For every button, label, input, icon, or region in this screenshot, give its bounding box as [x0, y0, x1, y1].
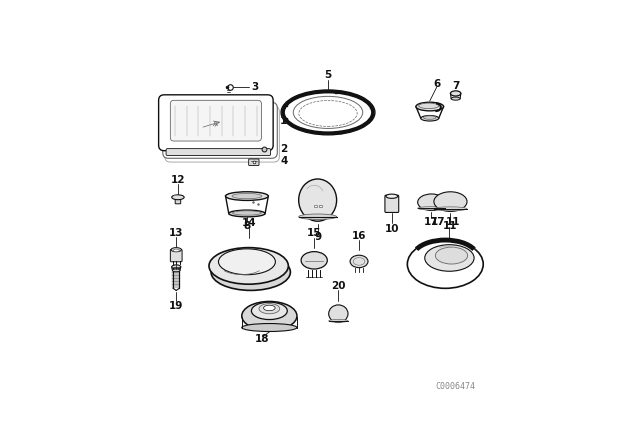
Ellipse shape — [451, 97, 460, 100]
Ellipse shape — [434, 192, 467, 211]
Ellipse shape — [232, 211, 261, 215]
Ellipse shape — [329, 319, 348, 322]
Ellipse shape — [281, 90, 375, 135]
Ellipse shape — [283, 92, 373, 133]
Text: 3: 3 — [251, 82, 258, 92]
Text: 14: 14 — [241, 218, 256, 228]
Text: 11: 11 — [444, 221, 458, 231]
Ellipse shape — [419, 103, 439, 108]
Text: 9: 9 — [314, 233, 321, 242]
Ellipse shape — [209, 248, 289, 284]
Ellipse shape — [232, 194, 262, 199]
Ellipse shape — [329, 305, 348, 323]
FancyBboxPatch shape — [159, 95, 273, 151]
Text: 2: 2 — [280, 144, 287, 154]
Text: 20: 20 — [331, 280, 346, 291]
Ellipse shape — [259, 304, 280, 314]
Ellipse shape — [228, 210, 265, 217]
FancyBboxPatch shape — [165, 106, 280, 162]
Ellipse shape — [386, 194, 397, 198]
Text: C0006474: C0006474 — [436, 382, 476, 391]
Bar — [314, 204, 317, 207]
FancyBboxPatch shape — [163, 103, 277, 158]
Ellipse shape — [418, 194, 445, 211]
Text: 10: 10 — [385, 224, 399, 234]
FancyBboxPatch shape — [166, 149, 271, 155]
Ellipse shape — [418, 207, 445, 210]
Text: 12: 12 — [171, 175, 185, 185]
Ellipse shape — [416, 102, 444, 111]
Ellipse shape — [264, 305, 275, 311]
FancyBboxPatch shape — [249, 159, 259, 165]
Text: 18: 18 — [255, 334, 269, 345]
Text: 17: 17 — [430, 217, 445, 227]
Text: 6: 6 — [433, 79, 440, 89]
FancyBboxPatch shape — [170, 250, 182, 262]
Ellipse shape — [435, 247, 468, 264]
Ellipse shape — [350, 255, 368, 267]
Text: 17: 17 — [424, 217, 439, 227]
FancyBboxPatch shape — [175, 197, 180, 204]
Ellipse shape — [242, 323, 297, 332]
Ellipse shape — [211, 254, 291, 290]
Ellipse shape — [173, 249, 179, 252]
Text: 5: 5 — [324, 70, 332, 80]
Ellipse shape — [299, 179, 337, 221]
FancyBboxPatch shape — [385, 195, 399, 212]
Text: 8: 8 — [243, 221, 250, 231]
Ellipse shape — [242, 302, 297, 331]
Text: A: A — [212, 121, 217, 126]
Text: 4: 4 — [280, 156, 287, 166]
Ellipse shape — [218, 249, 275, 275]
Ellipse shape — [420, 116, 439, 121]
Ellipse shape — [407, 240, 483, 289]
Ellipse shape — [424, 116, 436, 119]
Text: 1: 1 — [280, 116, 287, 126]
Text: 16: 16 — [352, 231, 366, 241]
Text: 13: 13 — [169, 228, 184, 238]
Ellipse shape — [434, 207, 467, 211]
Ellipse shape — [293, 96, 363, 129]
Ellipse shape — [252, 302, 287, 319]
Ellipse shape — [299, 214, 337, 220]
Text: 7: 7 — [452, 81, 460, 91]
Ellipse shape — [171, 248, 181, 252]
Ellipse shape — [425, 245, 474, 271]
Text: 15: 15 — [307, 228, 321, 238]
Bar — [319, 204, 322, 207]
FancyBboxPatch shape — [170, 100, 261, 141]
Ellipse shape — [451, 91, 461, 96]
Ellipse shape — [172, 269, 180, 272]
Ellipse shape — [301, 252, 327, 269]
Ellipse shape — [172, 195, 184, 200]
Ellipse shape — [172, 265, 180, 269]
Text: 11: 11 — [445, 217, 460, 227]
Ellipse shape — [225, 192, 268, 200]
Text: 19: 19 — [169, 301, 184, 311]
